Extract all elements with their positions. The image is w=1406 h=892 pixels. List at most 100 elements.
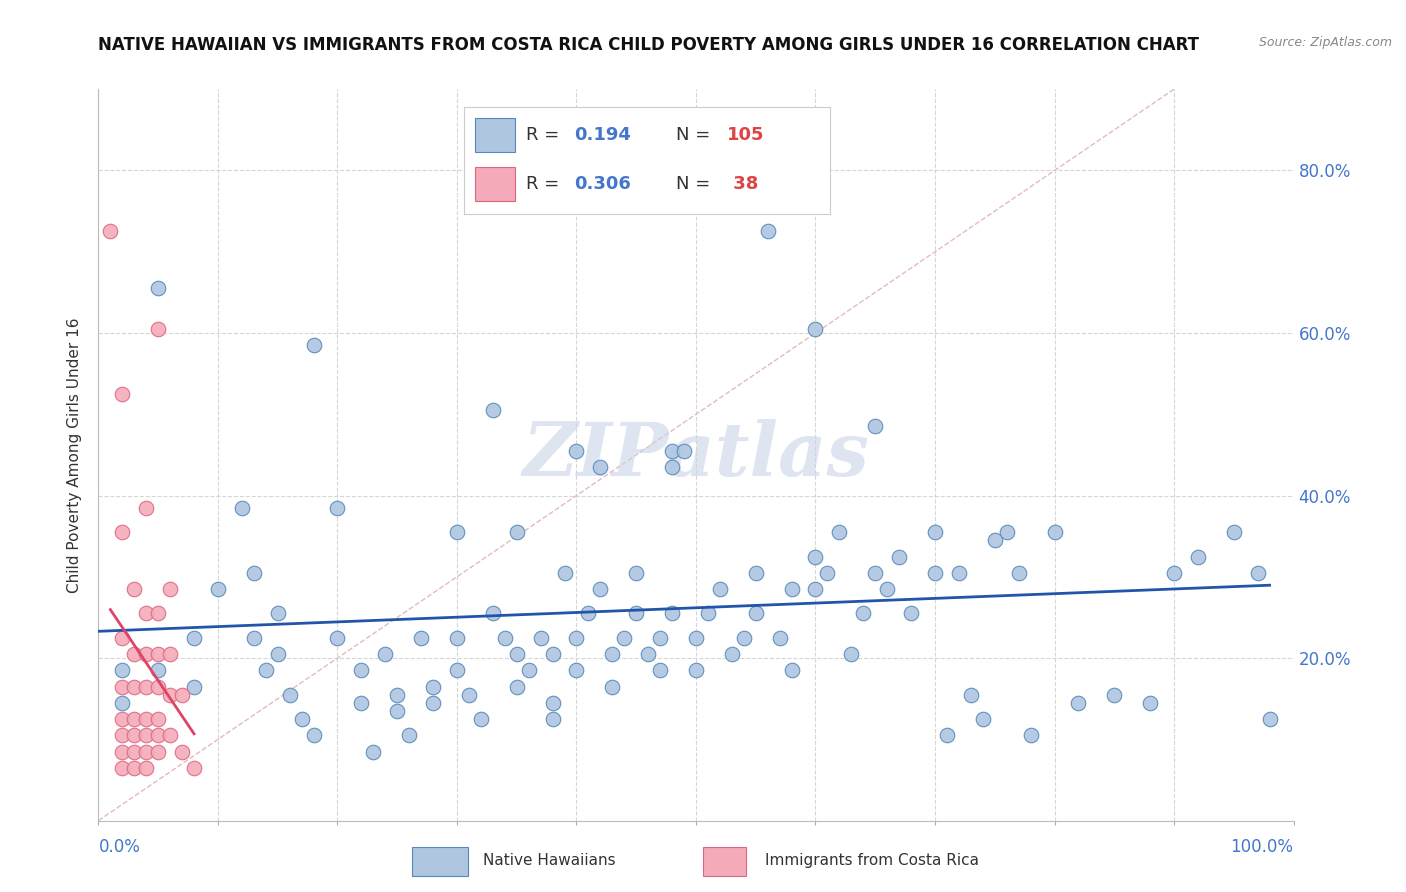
Point — [291, 712, 314, 726]
Point — [398, 728, 420, 742]
Point — [745, 607, 768, 621]
Point — [326, 500, 349, 515]
Text: NATIVE HAWAIIAN VS IMMIGRANTS FROM COSTA RICA CHILD POVERTY AMONG GIRLS UNDER 16: NATIVE HAWAIIAN VS IMMIGRANTS FROM COSTA… — [98, 36, 1199, 54]
Text: R =: R = — [526, 126, 565, 144]
Point — [863, 566, 887, 580]
Point — [863, 419, 887, 434]
Point — [602, 680, 624, 694]
Point — [422, 696, 444, 710]
Point — [243, 566, 266, 580]
Point — [148, 663, 170, 677]
Point — [159, 688, 181, 702]
Point — [1246, 566, 1268, 580]
Point — [183, 761, 205, 775]
Point — [267, 607, 290, 621]
Point — [148, 322, 170, 336]
FancyBboxPatch shape — [475, 118, 515, 152]
Point — [565, 663, 588, 677]
Point — [576, 607, 599, 621]
Point — [1222, 525, 1246, 540]
Point — [159, 647, 181, 661]
Point — [135, 647, 157, 661]
Point — [506, 680, 529, 694]
FancyBboxPatch shape — [412, 847, 468, 876]
Point — [148, 728, 170, 742]
Point — [637, 647, 659, 661]
Point — [541, 647, 564, 661]
Point — [1102, 688, 1125, 702]
Text: N =: N = — [676, 126, 716, 144]
Point — [135, 745, 157, 759]
Point — [124, 582, 146, 596]
Point — [124, 728, 146, 742]
Point — [648, 663, 672, 677]
Point — [948, 566, 970, 580]
Point — [506, 647, 529, 661]
Point — [924, 525, 946, 540]
Text: 0.0%: 0.0% — [98, 838, 141, 856]
Point — [565, 443, 588, 458]
Point — [589, 460, 612, 475]
Point — [446, 631, 468, 645]
Point — [124, 761, 146, 775]
Point — [494, 631, 516, 645]
Point — [924, 566, 946, 580]
Point — [661, 443, 683, 458]
Point — [278, 688, 301, 702]
FancyBboxPatch shape — [475, 167, 515, 202]
Point — [111, 745, 134, 759]
Point — [626, 566, 648, 580]
Text: 0.194: 0.194 — [574, 126, 630, 144]
Point — [385, 704, 409, 718]
Point — [148, 745, 170, 759]
Point — [302, 338, 325, 352]
Text: 105: 105 — [727, 126, 765, 144]
Point — [326, 631, 349, 645]
Text: 100.0%: 100.0% — [1230, 838, 1294, 856]
Point — [889, 549, 911, 564]
Point — [111, 680, 134, 694]
Point — [135, 761, 157, 775]
Text: R =: R = — [526, 175, 565, 193]
Text: Native Hawaiians: Native Hawaiians — [484, 854, 616, 868]
Point — [1258, 712, 1281, 726]
Point — [1139, 696, 1161, 710]
Point — [648, 631, 672, 645]
Point — [135, 728, 157, 742]
Point — [124, 647, 146, 661]
Point — [936, 728, 959, 742]
Point — [207, 582, 229, 596]
Point — [804, 322, 827, 336]
Point — [529, 631, 551, 645]
Point — [1067, 696, 1090, 710]
Point — [111, 525, 134, 540]
Point — [565, 631, 588, 645]
Point — [1187, 549, 1209, 564]
Point — [98, 224, 122, 238]
Point — [148, 647, 170, 661]
Point — [602, 647, 624, 661]
Point — [685, 631, 707, 645]
Point — [135, 500, 157, 515]
Point — [385, 688, 409, 702]
Point — [470, 712, 492, 726]
Point — [852, 607, 875, 621]
Point — [900, 607, 922, 621]
Point — [183, 680, 205, 694]
Point — [1019, 728, 1042, 742]
Point — [828, 525, 851, 540]
Point — [111, 761, 134, 775]
Point — [135, 607, 157, 621]
Point — [768, 631, 790, 645]
Point — [1007, 566, 1029, 580]
Point — [111, 387, 134, 401]
Point — [148, 680, 170, 694]
Point — [721, 647, 744, 661]
Point — [709, 582, 731, 596]
Point — [124, 680, 146, 694]
Point — [135, 712, 157, 726]
Point — [111, 631, 134, 645]
Point — [697, 607, 720, 621]
Text: N =: N = — [676, 175, 716, 193]
Point — [984, 533, 1007, 548]
